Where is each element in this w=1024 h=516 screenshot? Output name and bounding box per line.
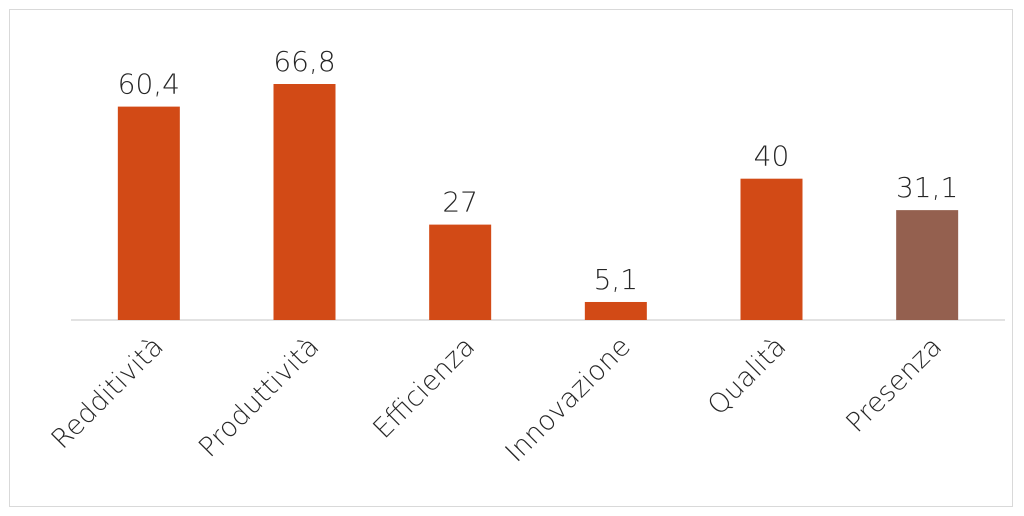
data-label-4: 5,1 — [594, 263, 639, 296]
bar-2 — [273, 84, 336, 320]
data-label-5: 40 — [754, 140, 790, 173]
x-tick-label-5: Qualità — [702, 331, 793, 422]
x-tick-label-1: Redditività — [46, 331, 170, 455]
x-tick-label-4: Innovazione — [499, 331, 636, 468]
data-label-3: 27 — [442, 186, 478, 219]
bar-1 — [117, 106, 180, 320]
bar-3 — [429, 224, 492, 320]
data-label-2: 66,8 — [273, 45, 335, 78]
bar-4 — [584, 301, 647, 320]
bar-5 — [740, 178, 803, 320]
x-tick-label-2: Produttività — [193, 331, 325, 463]
bar-6 — [896, 210, 959, 320]
x-tick-label-6: Presenza — [840, 331, 948, 439]
data-label-1: 60,4 — [118, 68, 180, 101]
data-label-6: 31,1 — [896, 171, 958, 204]
x-tick-label-3: Efficienza — [367, 331, 481, 445]
